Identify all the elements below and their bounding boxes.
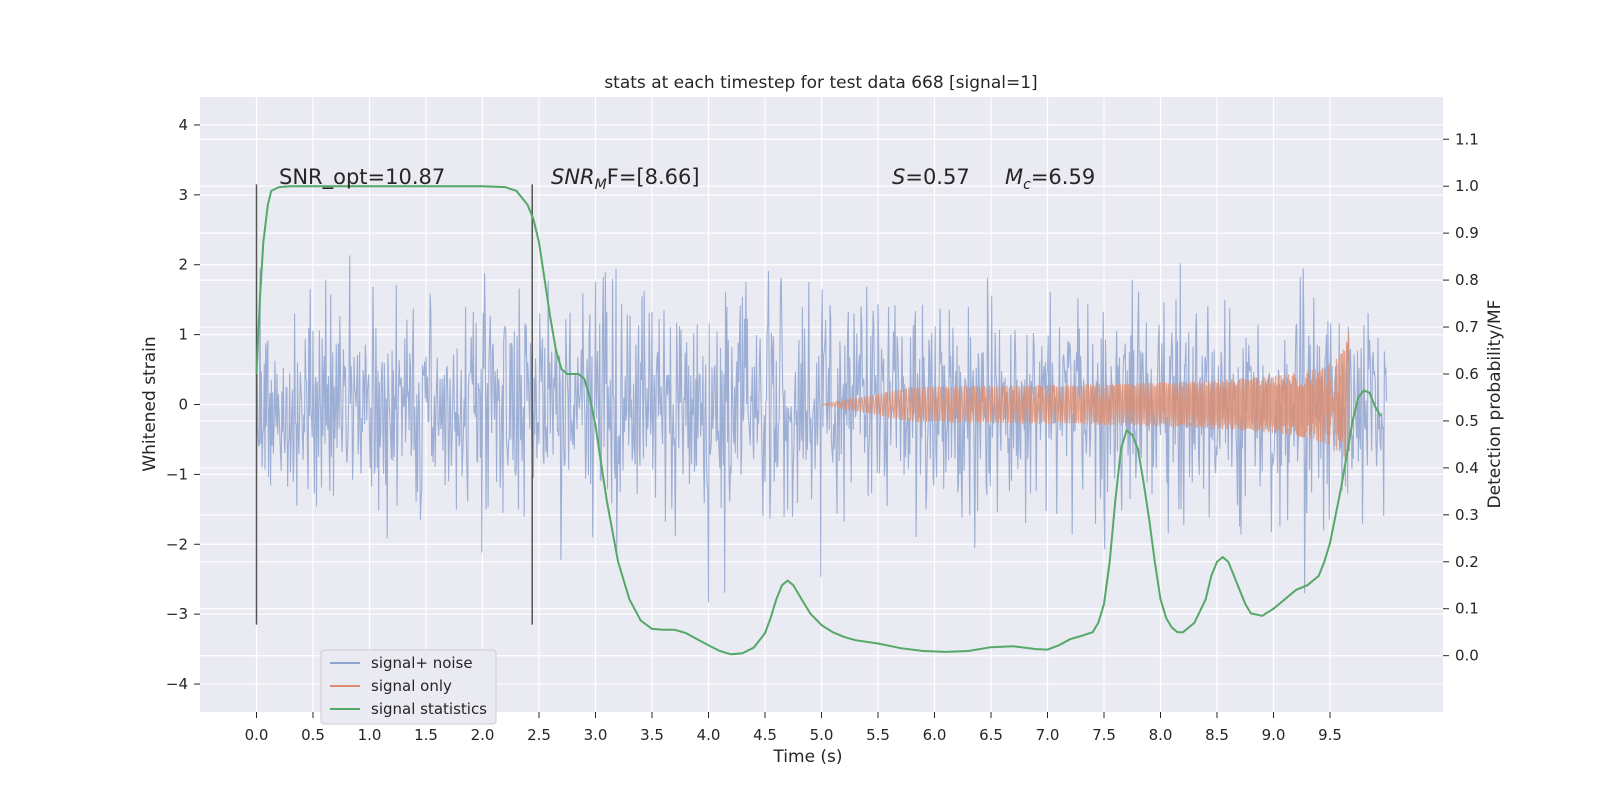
y-tick-label: 0 xyxy=(178,396,188,414)
y2-tick-label: 0.2 xyxy=(1455,553,1479,571)
y-tick-label: −2 xyxy=(166,535,188,553)
signal-only-line xyxy=(821,331,1350,465)
x-tick-label: 1.0 xyxy=(358,726,382,744)
x-axis-label: Time (s) xyxy=(772,747,842,767)
x-tick-label: 3.0 xyxy=(584,726,608,744)
x-tick-label: 5.5 xyxy=(866,726,890,744)
y-axis-label: Whitened strain xyxy=(140,336,160,471)
x-tick-label: 0.5 xyxy=(301,726,325,744)
y2-axis-label: Detection probability/MF xyxy=(1485,300,1505,509)
mc-label: M xyxy=(1005,165,1023,189)
y2-tick-labels: 1.1 1.0 0.9 0.8 0.7 0.6 0.5 0.4 0.3 0.2 0.1 0.0 xyxy=(1443,130,1479,665)
snr-mf-base: SNR xyxy=(551,165,595,189)
x-tick-label: 6.0 xyxy=(923,726,947,744)
snr-mf-rest: F=[8.66] xyxy=(607,165,700,189)
snr-mf-annotation: SNRMF=[8.66] xyxy=(551,165,700,193)
y-tick-label: −1 xyxy=(166,465,188,483)
s-label: S xyxy=(892,165,905,189)
x-tick-label: 9.0 xyxy=(1262,726,1286,744)
y2-tick-label: 0.1 xyxy=(1455,600,1479,618)
y-tick-label: 1 xyxy=(178,326,188,344)
x-tick-label: 8.0 xyxy=(1149,726,1173,744)
mc-annotation: Mc=6.59 xyxy=(1005,165,1095,193)
y2-tick-label: 0.7 xyxy=(1455,318,1479,336)
x-tick-label: 1.5 xyxy=(414,726,438,744)
x-tick-label: 7.5 xyxy=(1092,726,1116,744)
y-tick-label: −4 xyxy=(166,675,188,693)
x-tick-label: 6.5 xyxy=(979,726,1003,744)
x-tick-labels: 0.0 0.5 1.0 1.5 2.0 2.5 3.0 3.5 4.0 4.5 5.0 5.5 6.0 6… xyxy=(245,712,1342,744)
y-tick-label: −3 xyxy=(166,605,188,623)
chart-title: stats at each timestep for test data 668… xyxy=(604,73,1037,93)
legend-label-signal-only: signal only xyxy=(371,677,452,695)
y2-tick-label: 0.3 xyxy=(1455,506,1479,524)
mc-value: =6.59 xyxy=(1031,165,1095,189)
vertical-markers xyxy=(255,184,533,625)
legend-label-signal-statistics: signal statistics xyxy=(371,700,487,718)
x-tick-label: 4.5 xyxy=(753,726,777,744)
signal-statistics-series xyxy=(255,185,1382,656)
snr-opt-annotation: SNR_opt=10.87 xyxy=(279,165,445,190)
y-tick-labels: 4 3 2 1 0 −1 −2 −3 −4 xyxy=(166,116,200,693)
x-tick-label: 7.0 xyxy=(1036,726,1060,744)
y2-tick-label: 0.6 xyxy=(1455,365,1479,383)
x-tick-label: 3.5 xyxy=(640,726,664,744)
y2-tick-label: 0.5 xyxy=(1455,412,1479,430)
signal-statistics-line xyxy=(255,185,1382,656)
s-annotation: S=0.57 xyxy=(892,165,970,189)
signal-only-series xyxy=(821,331,1350,465)
x-tick-label: 5.0 xyxy=(810,726,834,744)
x-tick-label: 2.0 xyxy=(471,726,495,744)
y2-tick-label: 0.0 xyxy=(1455,647,1479,665)
s-value: =0.57 xyxy=(905,165,969,189)
legend-label-signal-noise: signal+ noise xyxy=(371,654,473,672)
mc-sub: c xyxy=(1023,177,1031,193)
y2-tick-label: 0.9 xyxy=(1455,224,1479,242)
x-tick-label: 8.5 xyxy=(1205,726,1229,744)
legend: signal+ noise signal only signal statist… xyxy=(320,649,497,725)
y-tick-label: 4 xyxy=(178,116,188,134)
x-tick-label: 4.0 xyxy=(697,726,721,744)
x-tick-label: 9.5 xyxy=(1318,726,1342,744)
y2-tick-label: 0.8 xyxy=(1455,271,1479,289)
y2-tick-label: 1.0 xyxy=(1455,177,1479,195)
y-tick-label: 3 xyxy=(178,186,188,204)
snr-mf-sub: M xyxy=(595,177,607,193)
y2-tick-label: 0.4 xyxy=(1455,459,1479,477)
x-tick-label: 0.0 xyxy=(245,726,269,744)
y2-tick-label: 1.1 xyxy=(1455,130,1479,148)
y-tick-label: 2 xyxy=(178,256,188,274)
legend-box xyxy=(320,649,497,725)
x-tick-label: 2.5 xyxy=(527,726,551,744)
